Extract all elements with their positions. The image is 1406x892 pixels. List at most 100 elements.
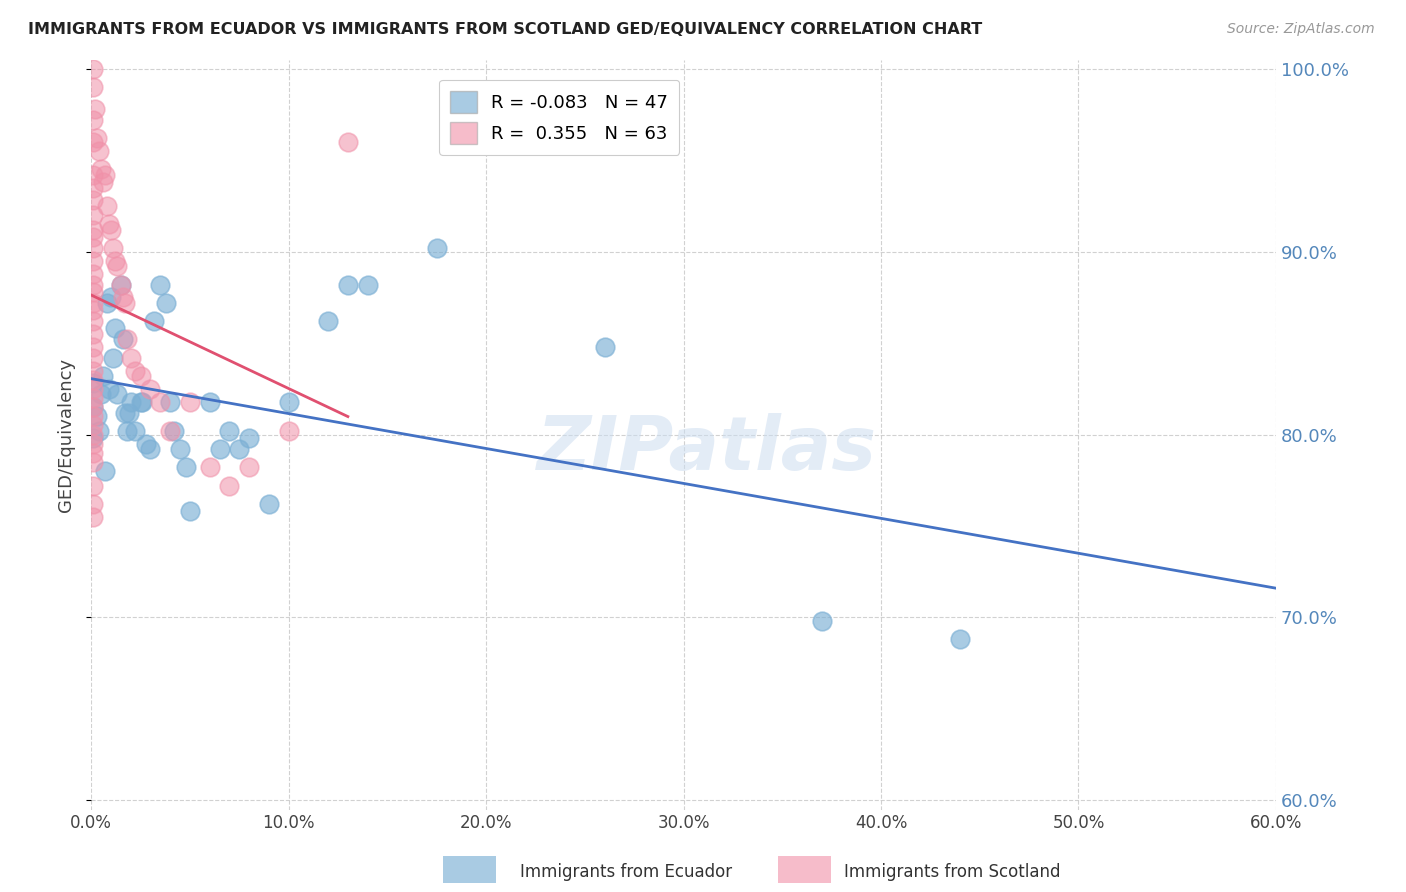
Point xyxy=(82,208,104,222)
Point xyxy=(208,442,231,457)
Text: Immigrants from Ecuador: Immigrants from Ecuador xyxy=(520,863,733,881)
Point xyxy=(159,424,181,438)
Point xyxy=(163,424,186,438)
Point xyxy=(118,406,141,420)
Point xyxy=(139,382,162,396)
Point xyxy=(86,409,108,424)
Point xyxy=(82,303,104,318)
Point xyxy=(104,321,127,335)
Point xyxy=(82,446,104,460)
Point xyxy=(124,424,146,438)
Point xyxy=(131,394,153,409)
Point xyxy=(114,406,136,420)
Point xyxy=(82,400,104,414)
Point xyxy=(129,394,152,409)
Point xyxy=(90,162,112,177)
Point xyxy=(257,497,280,511)
Point xyxy=(82,382,104,396)
Point xyxy=(218,424,240,438)
Point xyxy=(84,102,107,116)
Point xyxy=(82,431,104,445)
Point xyxy=(169,442,191,457)
Point xyxy=(96,199,118,213)
Point xyxy=(198,394,221,409)
Point xyxy=(135,436,157,450)
Point xyxy=(82,296,104,310)
Point xyxy=(101,241,124,255)
Point xyxy=(82,223,104,237)
Legend: R = -0.083   N = 47, R =  0.355   N = 63: R = -0.083 N = 47, R = 0.355 N = 63 xyxy=(439,80,679,154)
Point xyxy=(94,464,117,478)
Point xyxy=(97,382,120,396)
Point xyxy=(110,277,132,292)
Point xyxy=(96,296,118,310)
Point xyxy=(336,135,359,149)
Point xyxy=(82,230,104,244)
Point xyxy=(810,614,832,628)
Y-axis label: GED/Equivalency: GED/Equivalency xyxy=(58,358,75,512)
Point xyxy=(91,369,114,384)
Text: IMMIGRANTS FROM ECUADOR VS IMMIGRANTS FROM SCOTLAND GED/EQUIVALENCY CORRELATION : IMMIGRANTS FROM ECUADOR VS IMMIGRANTS FR… xyxy=(28,22,983,37)
Point xyxy=(120,351,142,365)
Point xyxy=(336,277,359,292)
Point xyxy=(82,373,104,387)
Point xyxy=(104,253,127,268)
Point xyxy=(238,431,260,445)
Point xyxy=(82,285,104,299)
Point xyxy=(111,290,134,304)
Point xyxy=(82,427,104,442)
Point xyxy=(82,509,104,524)
Point xyxy=(111,333,134,347)
Point xyxy=(82,253,104,268)
Point xyxy=(100,223,122,237)
Point xyxy=(82,194,104,208)
Point xyxy=(593,340,616,354)
Point xyxy=(316,314,339,328)
Point xyxy=(82,112,104,127)
Point xyxy=(426,241,449,255)
Point xyxy=(82,376,104,391)
Point xyxy=(82,409,104,424)
Text: Immigrants from Scotland: Immigrants from Scotland xyxy=(844,863,1060,881)
Point xyxy=(356,277,378,292)
Point xyxy=(115,333,138,347)
Point xyxy=(228,442,250,457)
Point xyxy=(82,80,104,95)
Point xyxy=(97,217,120,231)
Point xyxy=(82,418,104,433)
Point xyxy=(105,387,128,401)
Point xyxy=(100,290,122,304)
Point xyxy=(179,394,201,409)
Point xyxy=(149,277,172,292)
Point xyxy=(120,394,142,409)
Point xyxy=(82,455,104,469)
Point xyxy=(115,424,138,438)
Point xyxy=(277,394,299,409)
Point xyxy=(949,632,972,647)
Point xyxy=(139,442,162,457)
Point xyxy=(82,267,104,281)
Point xyxy=(179,504,201,518)
Point xyxy=(149,394,172,409)
Point xyxy=(105,260,128,274)
Point xyxy=(82,326,104,341)
Point xyxy=(82,241,104,255)
Point xyxy=(82,497,104,511)
Point xyxy=(82,314,104,328)
Point xyxy=(82,135,104,149)
Point xyxy=(238,460,260,475)
Point xyxy=(82,62,104,76)
Point xyxy=(129,369,152,384)
Point xyxy=(198,460,221,475)
Point xyxy=(124,363,146,377)
Point xyxy=(110,277,132,292)
Point xyxy=(82,351,104,365)
Point xyxy=(159,394,181,409)
Point xyxy=(82,363,104,377)
Point xyxy=(87,424,110,438)
Point xyxy=(82,436,104,450)
Point xyxy=(90,387,112,401)
Text: ZIPatlas: ZIPatlas xyxy=(537,413,877,486)
Point xyxy=(114,296,136,310)
Point xyxy=(82,391,104,405)
